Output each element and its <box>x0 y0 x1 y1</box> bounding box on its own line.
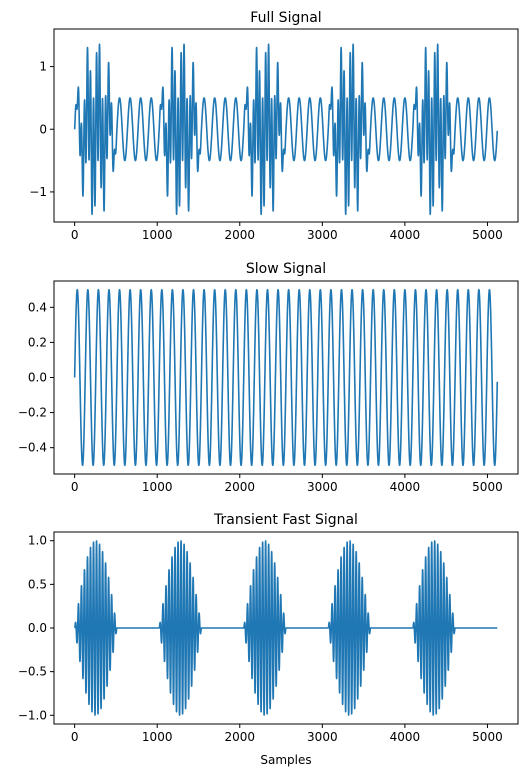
fast-x-tick-label: 3000 <box>307 730 338 744</box>
fast-y-tick-label: −1.0 <box>18 708 47 722</box>
fast-y-tick-label: 1.0 <box>28 534 47 548</box>
slow-x-tick-label: 2000 <box>224 480 255 494</box>
slow-x-tick-label: 4000 <box>390 480 421 494</box>
full-x-tick-label: 5000 <box>472 228 503 242</box>
full-x-tick-label: 0 <box>71 228 79 242</box>
fast-y-tick-label: −0.5 <box>18 665 47 679</box>
slow-x-tick-label: 0 <box>71 480 79 494</box>
full-y-tick-label: 0 <box>39 122 47 136</box>
fast-x-tick-label: 0 <box>71 730 79 744</box>
slow-y-tick-label: 0.0 <box>28 371 47 385</box>
fast-x-tick-label: 5000 <box>472 730 503 744</box>
slow-y-tick-label: −0.2 <box>18 406 47 420</box>
slow-x-tick-label: 5000 <box>472 480 503 494</box>
x-axis-label: Samples <box>260 753 311 767</box>
full-y-tick-label: −1 <box>29 185 47 199</box>
transient-fast-signal-title: Transient Fast Signal <box>213 512 358 528</box>
slow-x-tick-label: 3000 <box>307 480 338 494</box>
full-y-tick-label: 1 <box>39 60 47 74</box>
fast-y-tick-label: 0.0 <box>28 621 47 635</box>
fast-y-tick-label: 0.5 <box>28 577 47 591</box>
slow-x-tick-label: 1000 <box>142 480 173 494</box>
slow-y-tick-label: 0.4 <box>28 300 47 314</box>
full-x-tick-label: 2000 <box>224 228 255 242</box>
slow-signal-title: Slow Signal <box>246 261 326 277</box>
fast-x-tick-label: 4000 <box>390 730 421 744</box>
full-x-tick-label: 1000 <box>142 228 173 242</box>
full-signal-title: Full Signal <box>250 10 321 26</box>
fast-x-tick-label: 1000 <box>142 730 173 744</box>
slow-y-tick-label: 0.2 <box>28 335 47 349</box>
fast-x-tick-label: 2000 <box>224 730 255 744</box>
full-x-tick-label: 4000 <box>390 228 421 242</box>
slow-y-tick-label: −0.4 <box>18 441 47 455</box>
full-x-tick-label: 3000 <box>307 228 338 242</box>
